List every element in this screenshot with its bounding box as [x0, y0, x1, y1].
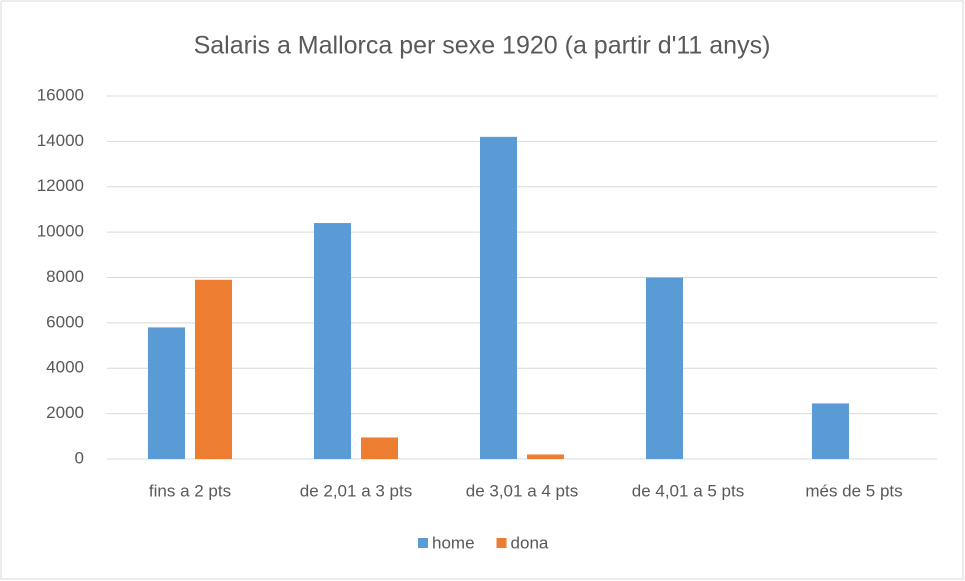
bar — [527, 454, 564, 459]
legend-label: home — [432, 533, 475, 552]
chart-title: Salaris a Mallorca per sexe 1920 (a part… — [194, 32, 771, 60]
y-tick-label: 4000 — [46, 358, 84, 377]
legend-swatch — [496, 538, 507, 548]
bar — [480, 136, 517, 459]
bar — [812, 403, 849, 459]
bar — [361, 437, 398, 459]
x-tick-label: fins a 2 pts — [149, 481, 231, 500]
y-tick-label: 10000 — [37, 222, 84, 241]
bar — [646, 277, 683, 459]
y-tick-label: 16000 — [37, 85, 84, 104]
y-tick-label: 2000 — [46, 403, 84, 422]
x-tick-label: més de 5 pts — [805, 481, 902, 500]
y-tick-label: 8000 — [46, 267, 84, 286]
y-tick-label: 12000 — [37, 176, 84, 195]
legend-swatch — [418, 538, 428, 548]
legend-label: dona — [511, 533, 549, 552]
x-tick-label: de 3,01 a 4 pts — [466, 481, 578, 500]
x-tick-label: de 4,01 a 5 pts — [632, 481, 744, 500]
bar — [195, 279, 232, 459]
y-tick-label: 14000 — [37, 131, 84, 150]
y-tick-label: 6000 — [46, 312, 84, 331]
x-tick-label: de 2,01 a 3 pts — [300, 481, 412, 500]
bar — [314, 223, 351, 459]
y-tick-label: 0 — [75, 448, 84, 467]
bar — [148, 327, 185, 459]
